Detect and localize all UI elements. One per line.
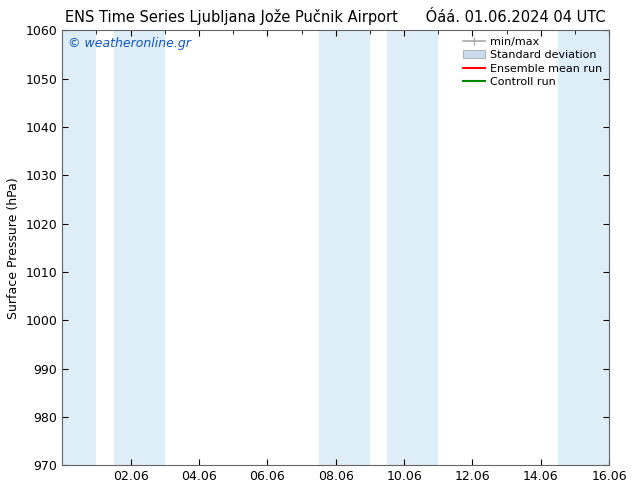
Y-axis label: Surface Pressure (hPa): Surface Pressure (hPa)	[7, 177, 20, 318]
Bar	[62, 30, 96, 465]
Legend: min/max, Standard deviation, Ensemble mean run, Controll run: min/max, Standard deviation, Ensemble me…	[458, 32, 607, 92]
Bar	[319, 30, 370, 465]
Bar	[558, 30, 609, 465]
Bar	[387, 30, 438, 465]
Title: ENS Time Series Ljubljana Jože Pučnik Airport      Óáá. 01.06.2024 04 UTC: ENS Time Series Ljubljana Jože Pučnik Ai…	[65, 7, 606, 25]
Text: © weatheronline.gr: © weatheronline.gr	[68, 37, 191, 50]
Bar	[113, 30, 165, 465]
